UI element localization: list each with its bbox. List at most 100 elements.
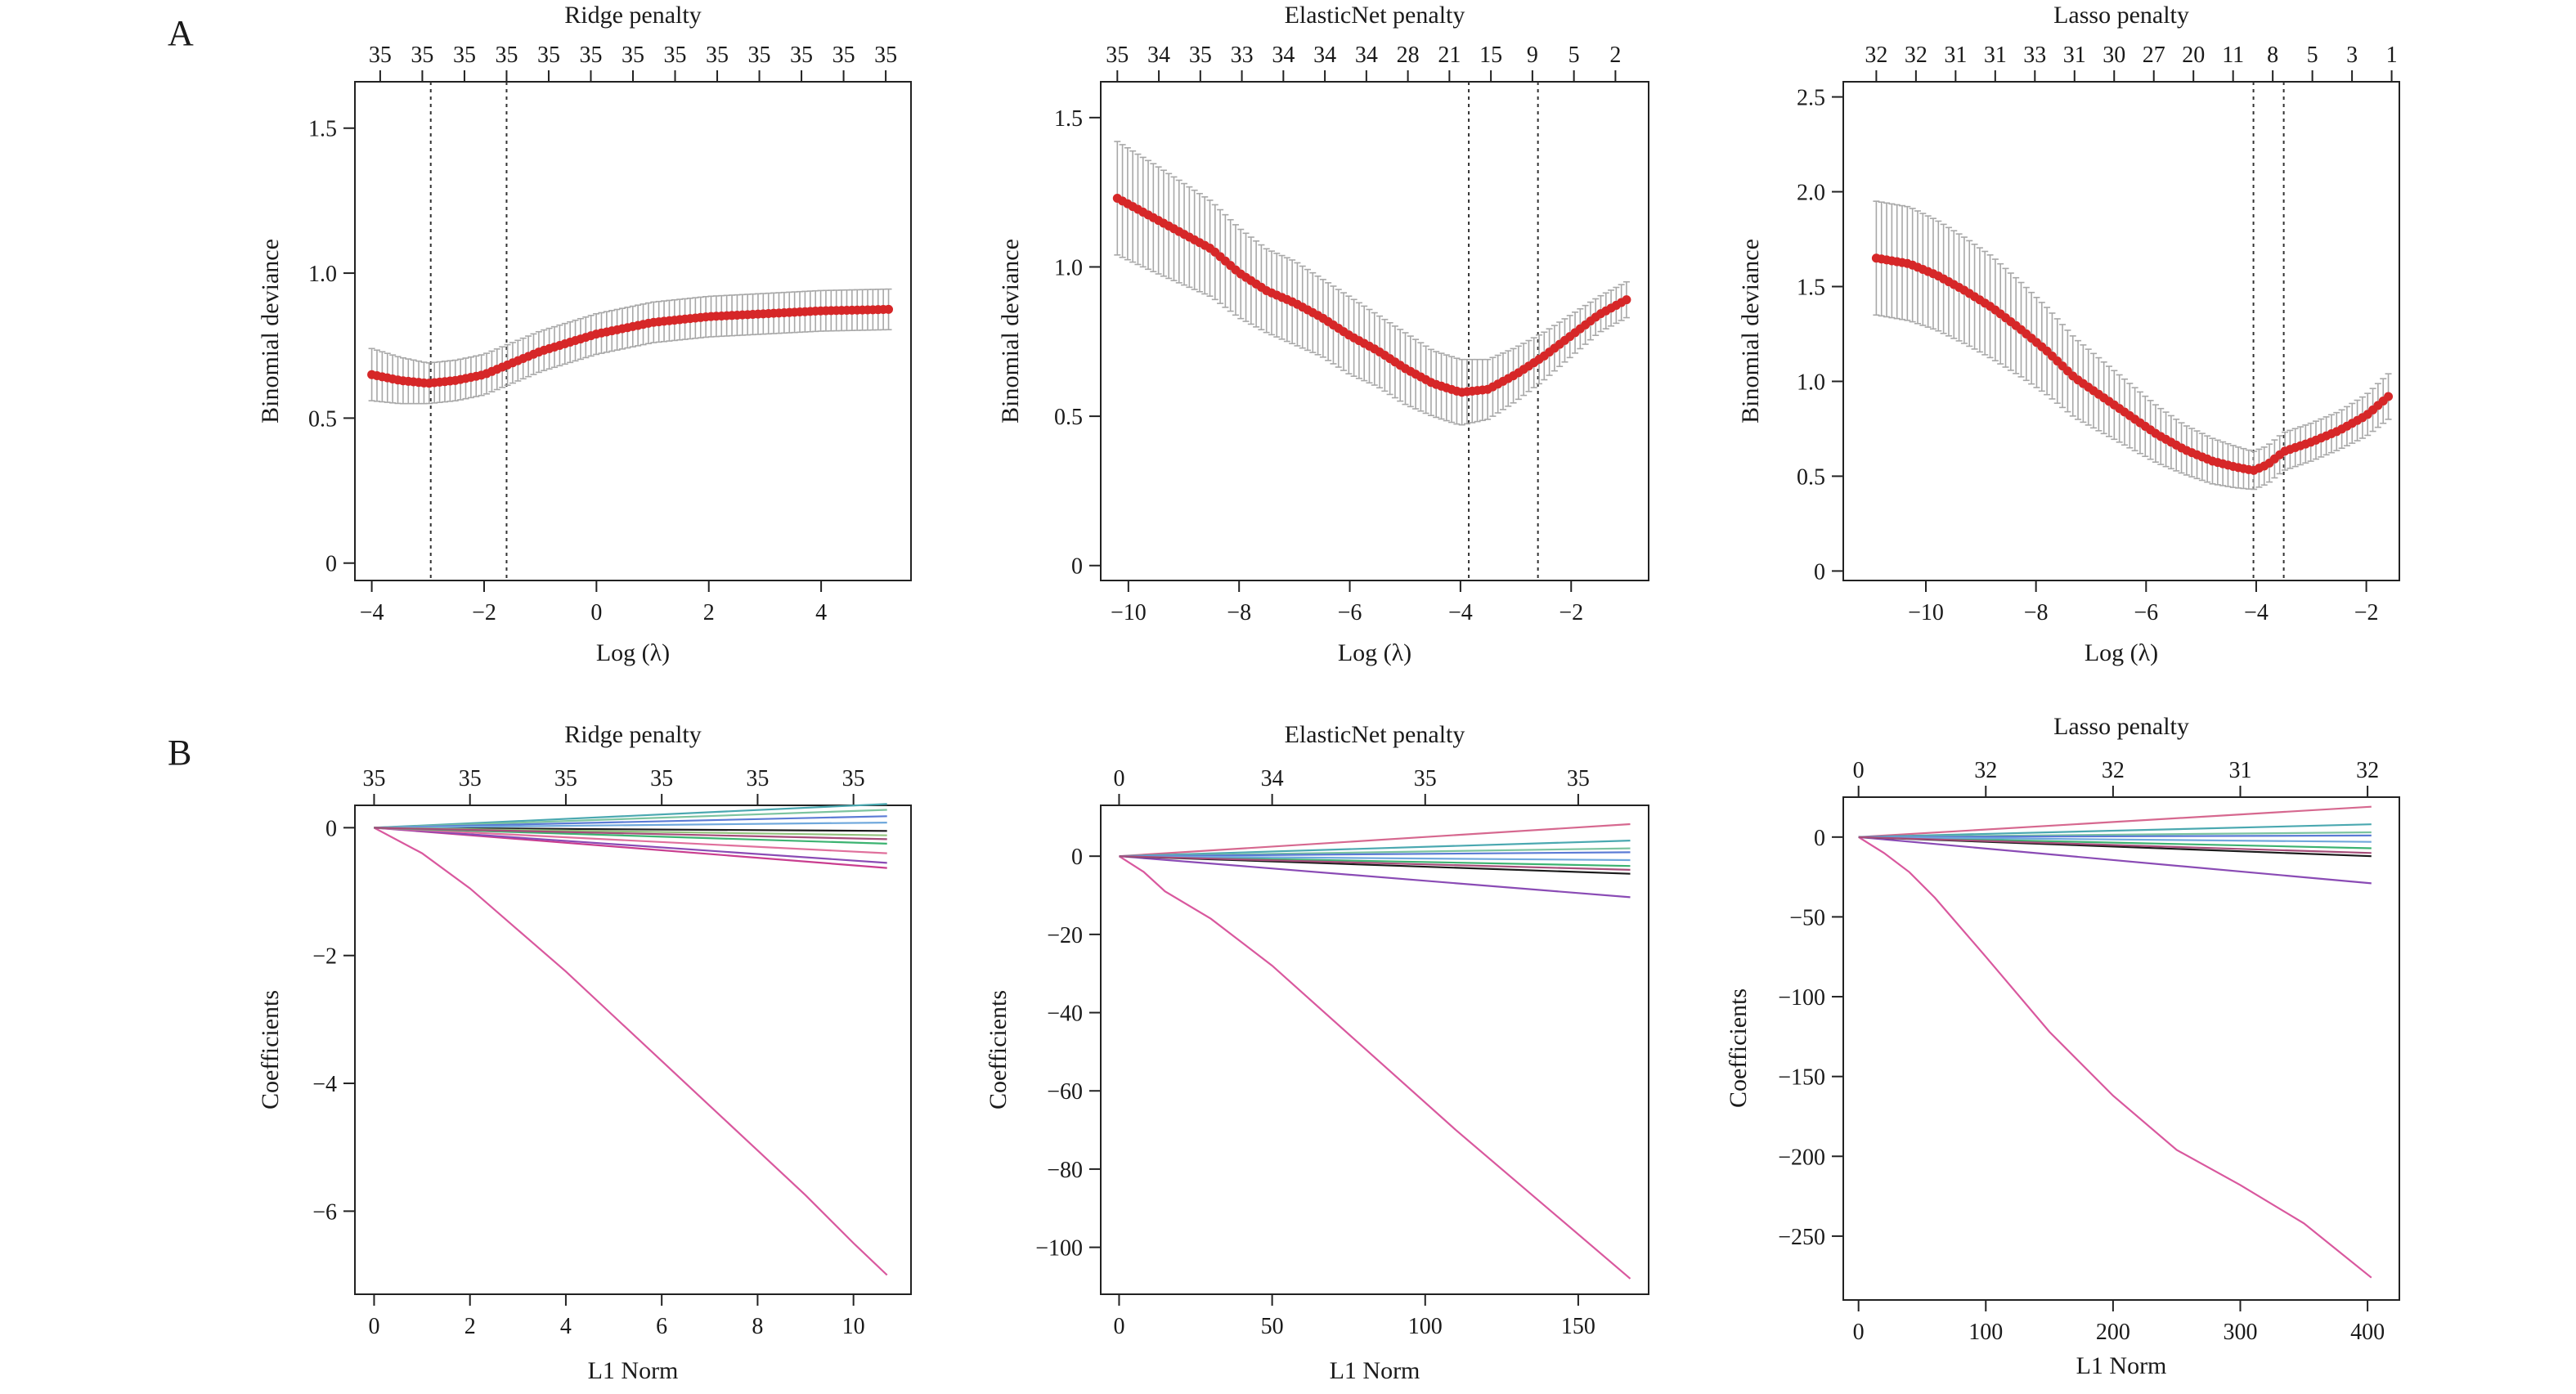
panel-letter-a: A bbox=[168, 13, 194, 53]
coefficient-paths bbox=[373, 803, 888, 1276]
chart-b-lasso: Lasso penalty L1 Norm Coefficients 0 −50 −… bbox=[1725, 713, 2400, 1379]
chart-a-ridge: Ridge penalty Log (λ) Binomial deviance … bbox=[257, 2, 912, 666]
top-tick-label: 31 bbox=[2228, 758, 2251, 783]
y-axis-ticks: 0 −20 −40 −60 −80 −100 bbox=[1035, 845, 1101, 1262]
top-tick-label: 35 bbox=[746, 766, 769, 791]
coefficient-path bbox=[373, 827, 888, 1276]
top-tick-label: 1 bbox=[2386, 43, 2398, 68]
top-axis-ticks: 35 34 35 33 34 34 34 28 21 15 9 5 2 bbox=[1106, 43, 1621, 82]
top-tick-label: 32 bbox=[2356, 758, 2379, 783]
top-tick-label: 34 bbox=[1355, 43, 1378, 68]
y-tick-label: 0.5 bbox=[1054, 405, 1083, 430]
y-tick-label: −6 bbox=[312, 1199, 337, 1225]
x-axis-ticks: 0 50 100 150 bbox=[1113, 1294, 1595, 1339]
x-tick-label: 50 bbox=[1261, 1314, 1284, 1339]
plot-frame bbox=[1842, 81, 2400, 581]
x-axis-label: Log (λ) bbox=[2085, 639, 2158, 666]
x-tick-label: −6 bbox=[1338, 600, 1362, 625]
top-tick-label: 32 bbox=[1905, 43, 1928, 68]
chart-b-ridge: Ridge penalty L1 Norm Coefficients 0 −2 −4… bbox=[257, 721, 912, 1384]
coefficient-path bbox=[1858, 834, 2372, 838]
top-tick-label: 5 bbox=[1568, 43, 1580, 68]
coefficient-path bbox=[1119, 851, 1631, 858]
top-tick-label: 31 bbox=[1944, 43, 1967, 68]
mean-deviance-point bbox=[1622, 295, 1631, 305]
mean-deviance-series bbox=[1112, 193, 1631, 397]
coefficient-path bbox=[1858, 836, 2372, 1279]
y-axis-label: Binomial deviance bbox=[1737, 239, 1764, 424]
coefficient-path bbox=[1858, 805, 2372, 838]
x-axis-label: L1 Norm bbox=[1330, 1357, 1420, 1384]
y-tick-label: −200 bbox=[1778, 1145, 1825, 1170]
y-axis-label: Binomial deviance bbox=[257, 239, 284, 424]
x-tick-label: −4 bbox=[2244, 600, 2269, 625]
coefficient-paths bbox=[1118, 823, 1631, 1280]
top-axis-ticks: 0 34 35 35 bbox=[1113, 766, 1590, 805]
y-tick-label: 1.5 bbox=[1797, 275, 1825, 300]
x-tick-label: 200 bbox=[2096, 1320, 2130, 1345]
top-tick-label: 35 bbox=[748, 43, 771, 68]
x-tick-label: 0 bbox=[1113, 1314, 1124, 1339]
top-tick-label: 35 bbox=[537, 43, 560, 68]
coefficient-path bbox=[374, 827, 887, 840]
top-axis-ticks: 35 35 35 35 35 35 35 35 35 35 35 35 35 bbox=[369, 43, 897, 82]
top-tick-label: 33 bbox=[2023, 43, 2046, 68]
x-tick-label: −2 bbox=[1559, 600, 1583, 625]
x-tick-label: 400 bbox=[2350, 1320, 2385, 1345]
x-axis-label: Log (λ) bbox=[596, 639, 670, 666]
top-tick-label: 28 bbox=[1397, 43, 1420, 68]
chart-b-elasticnet: ElasticNet penalty L1 Norm Coefficients … bbox=[985, 721, 1649, 1384]
top-tick-label: 35 bbox=[790, 43, 813, 68]
y-tick-label: 0 bbox=[1814, 826, 1825, 851]
y-tick-label: 0 bbox=[1071, 845, 1083, 870]
top-tick-label: 34 bbox=[1272, 43, 1295, 68]
y-tick-label: 0 bbox=[1814, 559, 1825, 585]
y-tick-label: −2 bbox=[312, 944, 337, 970]
y-tick-label: 0 bbox=[1071, 554, 1083, 580]
plot-frame bbox=[1842, 796, 2400, 1301]
top-tick-label: 31 bbox=[1984, 43, 2007, 68]
mean-deviance-point bbox=[884, 304, 894, 314]
top-tick-label: 35 bbox=[832, 43, 855, 68]
x-tick-label: −10 bbox=[1111, 600, 1147, 625]
y-tick-label: −20 bbox=[1047, 923, 1083, 948]
coefficient-path bbox=[1118, 855, 1631, 1280]
top-tick-label: 35 bbox=[453, 43, 476, 68]
x-axis-ticks: −4 −2 0 2 4 bbox=[360, 580, 827, 625]
y-tick-label: −80 bbox=[1047, 1158, 1083, 1183]
top-tick-label: 32 bbox=[1865, 43, 1887, 68]
top-tick-label: 3 bbox=[2346, 43, 2358, 68]
top-tick-label: 2 bbox=[1609, 43, 1621, 68]
top-tick-label: 35 bbox=[459, 766, 482, 791]
top-tick-label: 35 bbox=[664, 43, 687, 68]
reference-lines bbox=[1468, 82, 1539, 580]
x-tick-label: 100 bbox=[1968, 1320, 2003, 1345]
x-axis-ticks: 0 100 200 300 400 bbox=[1853, 1300, 2385, 1345]
y-tick-label: 0 bbox=[325, 816, 337, 841]
x-axis-ticks: −10 −8 −6 −4 −2 bbox=[1908, 580, 2379, 625]
top-tick-label: 0 bbox=[1113, 766, 1124, 791]
x-tick-label: −2 bbox=[2354, 600, 2379, 625]
chart-title: ElasticNet penalty bbox=[1285, 2, 1465, 29]
x-axis-ticks: −10 −8 −6 −4 −2 bbox=[1111, 580, 1583, 625]
plot-frame bbox=[354, 805, 912, 1295]
y-tick-label: 1.5 bbox=[1054, 106, 1083, 132]
coefficient-path bbox=[374, 822, 887, 829]
top-tick-label: 35 bbox=[1414, 766, 1437, 791]
coefficient-path bbox=[1119, 840, 1631, 858]
mean-deviance-series bbox=[1871, 253, 2394, 475]
x-tick-label: −8 bbox=[1227, 600, 1251, 625]
x-tick-label: 0 bbox=[1853, 1320, 1865, 1345]
reference-lines bbox=[429, 82, 508, 580]
y-axis-ticks: 0 −50 −100 −150 −200 −250 bbox=[1778, 826, 1843, 1250]
coefficient-path bbox=[374, 809, 887, 829]
x-tick-label: −2 bbox=[472, 600, 496, 625]
top-tick-label: 35 bbox=[622, 43, 644, 68]
x-tick-label: 300 bbox=[2223, 1320, 2257, 1345]
reference-lines bbox=[2252, 82, 2285, 580]
x-axis-label: L1 Norm bbox=[588, 1357, 679, 1384]
y-tick-label: −50 bbox=[1789, 905, 1825, 930]
coefficient-path bbox=[1858, 836, 2372, 885]
x-tick-label: 10 bbox=[842, 1314, 865, 1339]
